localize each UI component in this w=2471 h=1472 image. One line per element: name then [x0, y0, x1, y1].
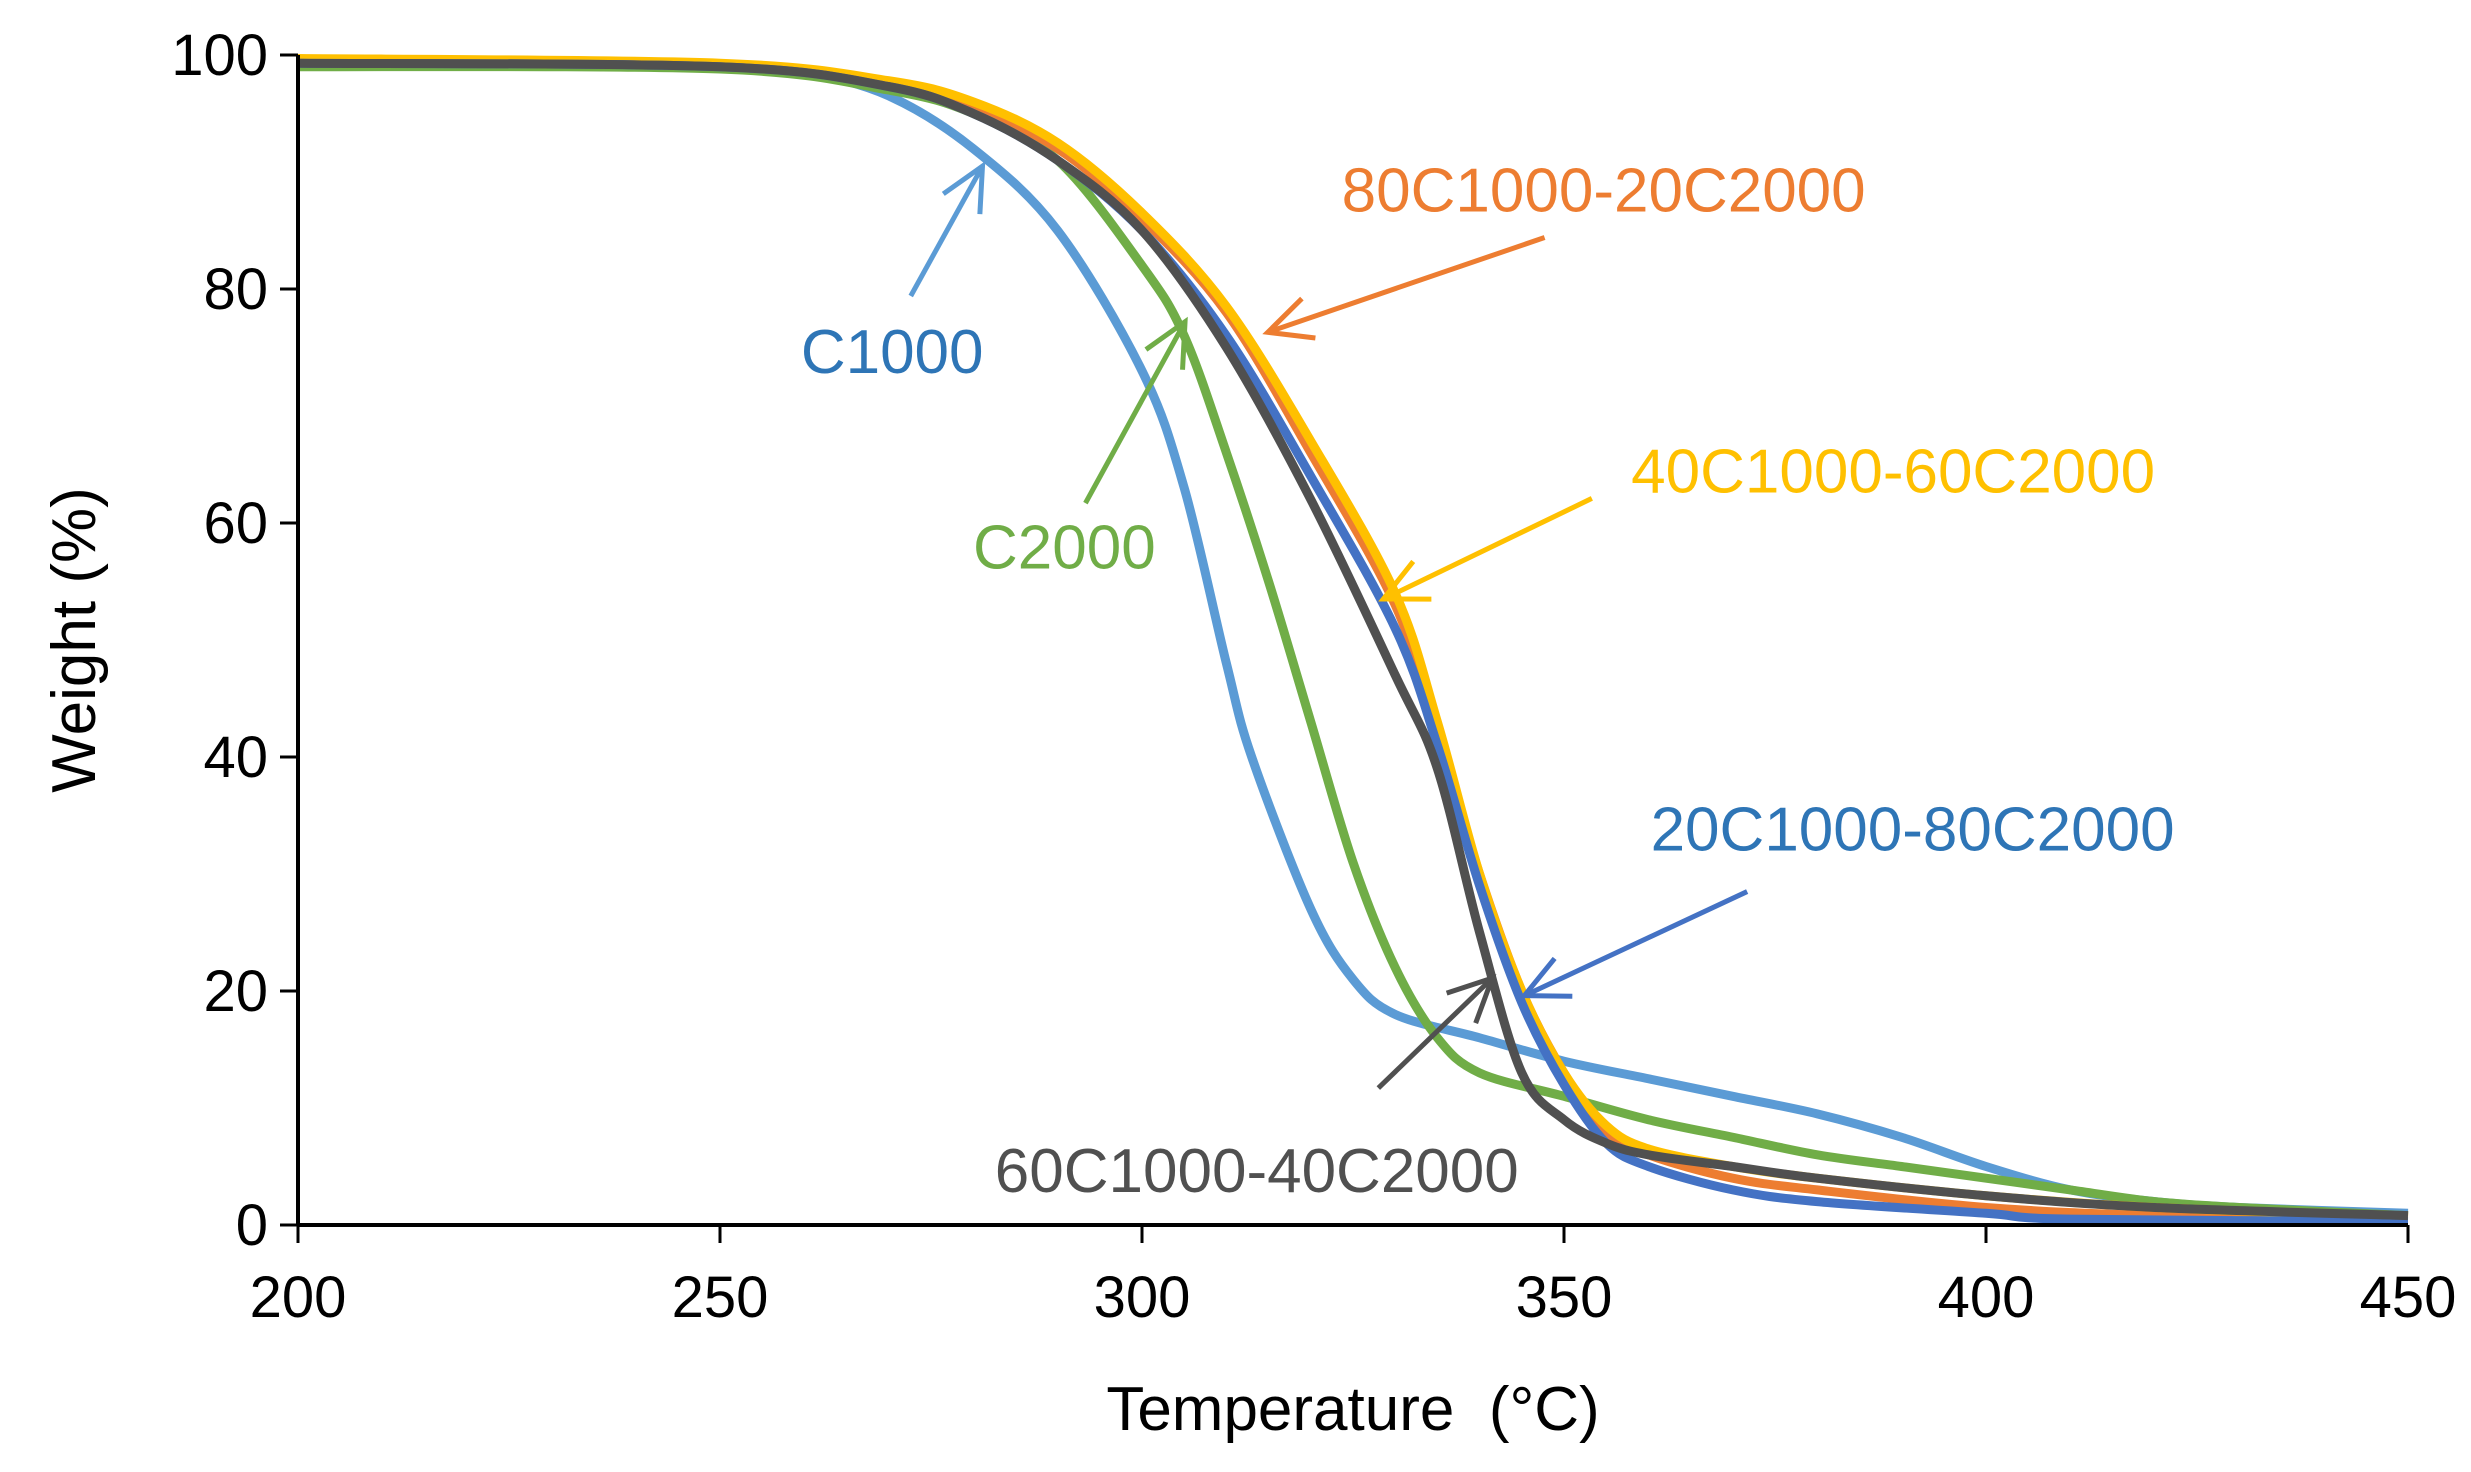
- annotation-arrow: [908, 164, 985, 298]
- y-tick-label: 0: [236, 1193, 268, 1258]
- y-axis-title: Weight (%): [40, 487, 109, 793]
- series-line-20c1000-80c2000: [297, 58, 2409, 1226]
- annotation-arrow: [1523, 889, 1749, 998]
- y-tick-label: 80: [203, 257, 268, 322]
- series-line-80c1000-20c2000: [297, 56, 2409, 1224]
- arrow-head-icon: [941, 161, 986, 215]
- x-tick-label: 400: [1938, 1265, 2035, 1330]
- annotation-label: C2000: [973, 513, 1156, 582]
- series-line-60c1000-40c2000: [297, 58, 2409, 1221]
- annotation-label: C1000: [801, 318, 984, 387]
- annotation-arrow: [1376, 976, 1494, 1090]
- y-tick-label: 60: [203, 491, 268, 556]
- series-line-c2000: [297, 62, 2409, 1221]
- series-line-40c1000-60c2000: [297, 54, 2409, 1222]
- annotation-arrow: [1382, 496, 1593, 602]
- arrow-head-icon: [1144, 316, 1188, 370]
- annotation-label: 40C1000-60C2000: [1631, 437, 2155, 506]
- y-tick-label: 100: [171, 23, 268, 88]
- arrow-head-icon: [1262, 296, 1316, 341]
- annotation-label: 20C1000-80C2000: [1651, 795, 2175, 864]
- y-tick-label: 20: [203, 959, 268, 1024]
- annotations: C1000 C2000 80C1000-20C2000 40C1000-60C2000…: [801, 157, 2175, 1206]
- annotation-arrow: [1083, 320, 1188, 505]
- x-tick-label: 200: [250, 1265, 347, 1330]
- arrow-head-icon: [1378, 559, 1432, 602]
- x-tick-label: 450: [2360, 1265, 2457, 1330]
- annotation-label: 60C1000-40C2000: [995, 1137, 1519, 1206]
- series-line-c1000: [297, 56, 2409, 1218]
- arrow-head-icon: [1519, 956, 1573, 999]
- axes: 200 250 300 350 400 450 0 20 40 60 80 100: [171, 23, 2456, 1330]
- x-tick-label: 250: [672, 1265, 769, 1330]
- y-tick-label: 40: [203, 725, 268, 790]
- x-tick-label: 350: [1516, 1265, 1613, 1330]
- series-layer: [297, 54, 2409, 1226]
- arrow-head-icon: [1445, 974, 1497, 1025]
- x-tick-label: 300: [1094, 1265, 1191, 1330]
- x-axis-title: Temperature (°C): [1106, 1375, 1599, 1444]
- annotation-arrow: [1266, 235, 1546, 335]
- annotation-label: 80C1000-20C2000: [1342, 157, 1866, 226]
